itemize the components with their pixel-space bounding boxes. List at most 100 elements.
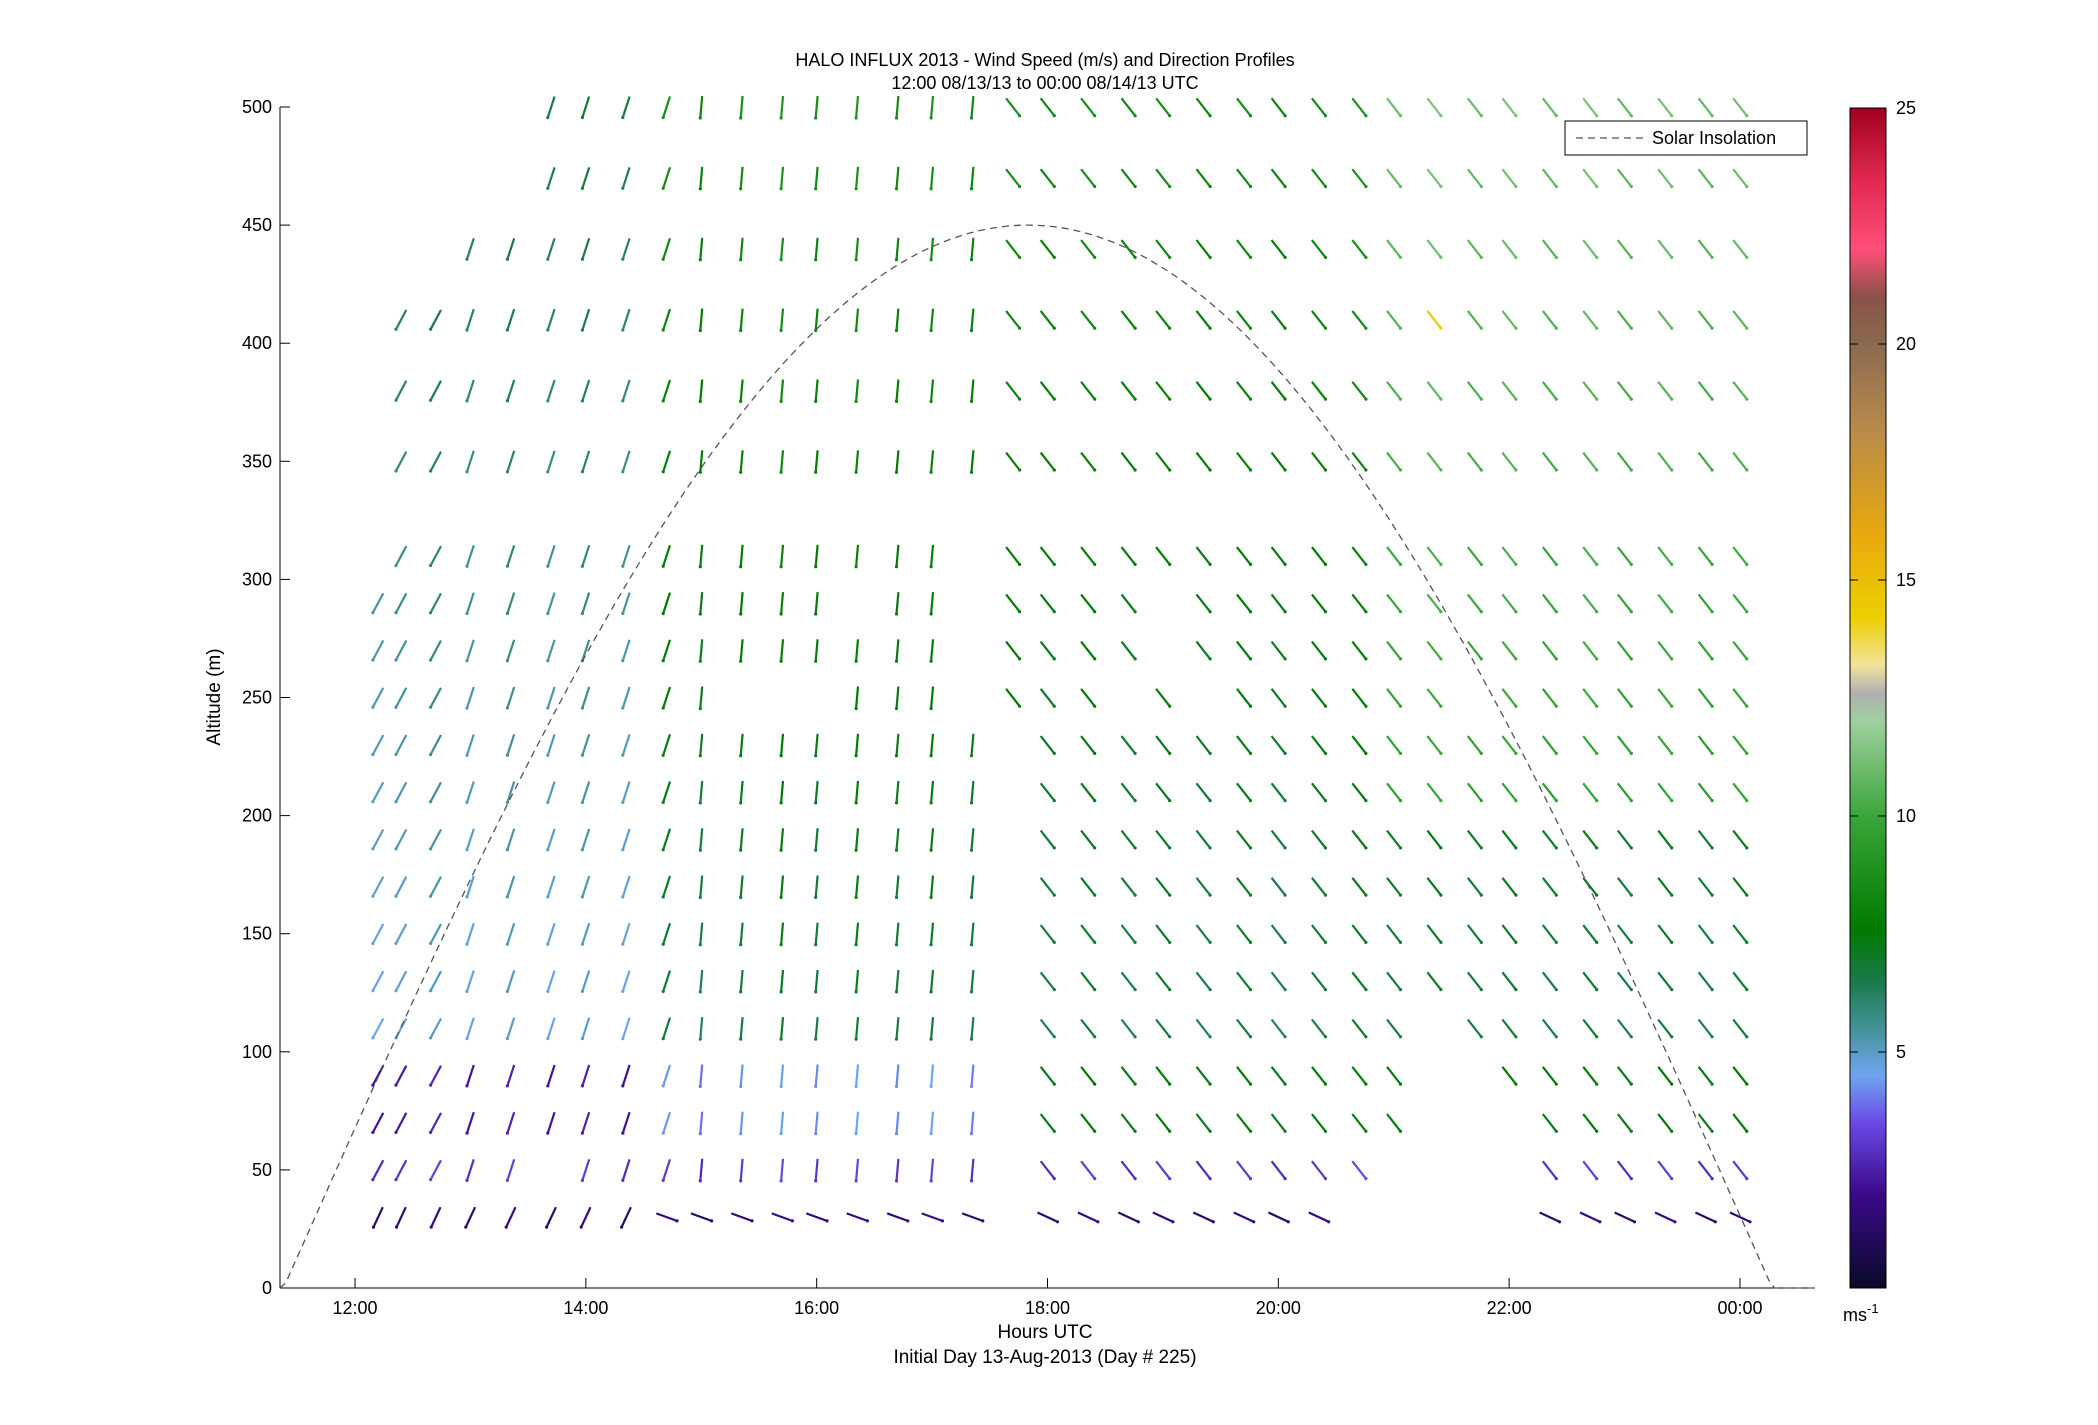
wind-arrow [1155, 168, 1171, 188]
wind-arrow [1308, 1211, 1330, 1223]
wind-arrow-head [854, 1084, 858, 1088]
wind-arrow-head [779, 328, 783, 333]
wind-arrow [699, 450, 704, 473]
wind-arrow-head [1283, 1035, 1287, 1039]
wind-arrow-head [505, 706, 509, 710]
wind-arrow-head [1018, 184, 1022, 189]
wind-arrow-head [371, 1130, 375, 1134]
wind-arrow [1657, 593, 1673, 613]
wind-arrow-head [1629, 255, 1633, 259]
wind-arrow [1541, 735, 1558, 755]
wind-arrow-head [865, 1219, 870, 1223]
wind-arrow-head [661, 706, 665, 710]
wind-arrow-head [1052, 751, 1056, 756]
wind-arrow-head [1168, 184, 1172, 189]
wind-arrow-head [1398, 704, 1403, 708]
wind-arrow-head [1670, 704, 1674, 708]
wind-arrow-head [981, 1219, 985, 1223]
wind-arrow-head [1554, 657, 1558, 661]
wind-arrow-head [394, 658, 398, 662]
wind-arrow [1582, 168, 1598, 188]
wind-arrow [1541, 451, 1558, 471]
wind-arrow-head [1052, 988, 1056, 992]
wind-arrow [814, 1064, 819, 1087]
wind-arrow-head [1745, 893, 1749, 897]
wind-arrow-head [969, 1084, 974, 1088]
wind-arrow [895, 95, 900, 119]
wind-arrow-head [1629, 893, 1633, 897]
wind-arrow-head [739, 565, 743, 569]
wind-arrow-head [1479, 326, 1483, 330]
wind-arrow-head [1398, 468, 1403, 472]
wind-arrow [621, 450, 631, 473]
wind-arrow-head [661, 1131, 665, 1135]
wind-arrow [465, 733, 475, 756]
wind-arrow-head [1439, 114, 1443, 118]
wind-arrow [662, 450, 672, 473]
wind-arrow [814, 733, 819, 756]
wind-arrow [699, 308, 704, 331]
wind-arrow [699, 1064, 704, 1087]
wind-arrow [739, 1111, 744, 1134]
wind-arrow-head [1514, 610, 1518, 614]
wind-arrow [1616, 829, 1633, 849]
wind-arrow [855, 544, 860, 567]
wind-arrow-head [429, 1225, 433, 1229]
wind-arrow [621, 922, 631, 945]
wind-arrow-head [1283, 114, 1287, 118]
wind-arrow [662, 544, 672, 567]
wind-arrow-head [1133, 1035, 1137, 1039]
wind-arrow [1039, 735, 1056, 755]
wind-arrow-head [854, 848, 858, 852]
wind-arrow-head [621, 706, 625, 710]
wind-arrow [780, 639, 785, 662]
wind-arrow-head [1364, 893, 1368, 897]
wind-arrow [581, 592, 591, 614]
wind-arrow-head [505, 659, 509, 663]
wind-arrow-head [1745, 114, 1749, 118]
wind-arrow [1351, 451, 1367, 471]
wind-arrow [1155, 1018, 1171, 1038]
wind-arrow [1311, 1160, 1327, 1180]
wind-arrow [465, 592, 475, 614]
wind-arrow [581, 1017, 591, 1039]
wind-arrow [1155, 735, 1171, 755]
wind-arrow-head [1710, 893, 1714, 897]
wind-arrow [429, 828, 442, 850]
wind-arrow-head [1554, 1035, 1558, 1039]
wind-arrow [1386, 593, 1402, 613]
wind-arrow [1657, 97, 1673, 117]
wind-arrow [1616, 924, 1633, 944]
wind-arrow-head [1168, 1129, 1172, 1133]
wind-arrow [621, 1064, 631, 1087]
wind-arrow [895, 686, 900, 709]
wind-arrow-head [580, 399, 585, 403]
wind-arrow-head [1670, 1035, 1674, 1039]
wind-arrow-head [394, 611, 398, 615]
wind-arrow-head [580, 611, 585, 616]
wind-arrow [814, 639, 819, 662]
wind-arrow [1501, 546, 1517, 566]
wind-arrow [1732, 168, 1748, 188]
wind-arrow [1657, 451, 1673, 471]
wind-arrow [662, 828, 672, 851]
wind-arrow [1466, 168, 1483, 188]
wind-arrow-head [1093, 1129, 1097, 1133]
wind-arrow-head [1398, 988, 1403, 992]
wind-arrow-head [546, 115, 550, 120]
wind-arrow [395, 639, 408, 661]
wind-arrow [506, 1159, 516, 1181]
wind-arrow-head [1093, 988, 1097, 992]
wind-arrow [1657, 310, 1673, 329]
wind-arrow [1351, 239, 1367, 259]
colorbar-ticks: 5 10 15 20 25 [1850, 98, 1916, 1062]
wind-arrow-head [929, 1037, 933, 1041]
chart-subtitle: 12:00 08/13/13 to 00:00 08/14/13 UTC [891, 73, 1198, 93]
wind-arrow-head [429, 469, 433, 473]
wind-arrow-head [580, 706, 585, 710]
wind-arrow [1616, 1113, 1633, 1132]
wind-arrow [699, 686, 704, 709]
wind-arrow-head [779, 1084, 783, 1088]
wind-arrow [1616, 239, 1633, 259]
wind-arrow [1582, 1018, 1598, 1038]
